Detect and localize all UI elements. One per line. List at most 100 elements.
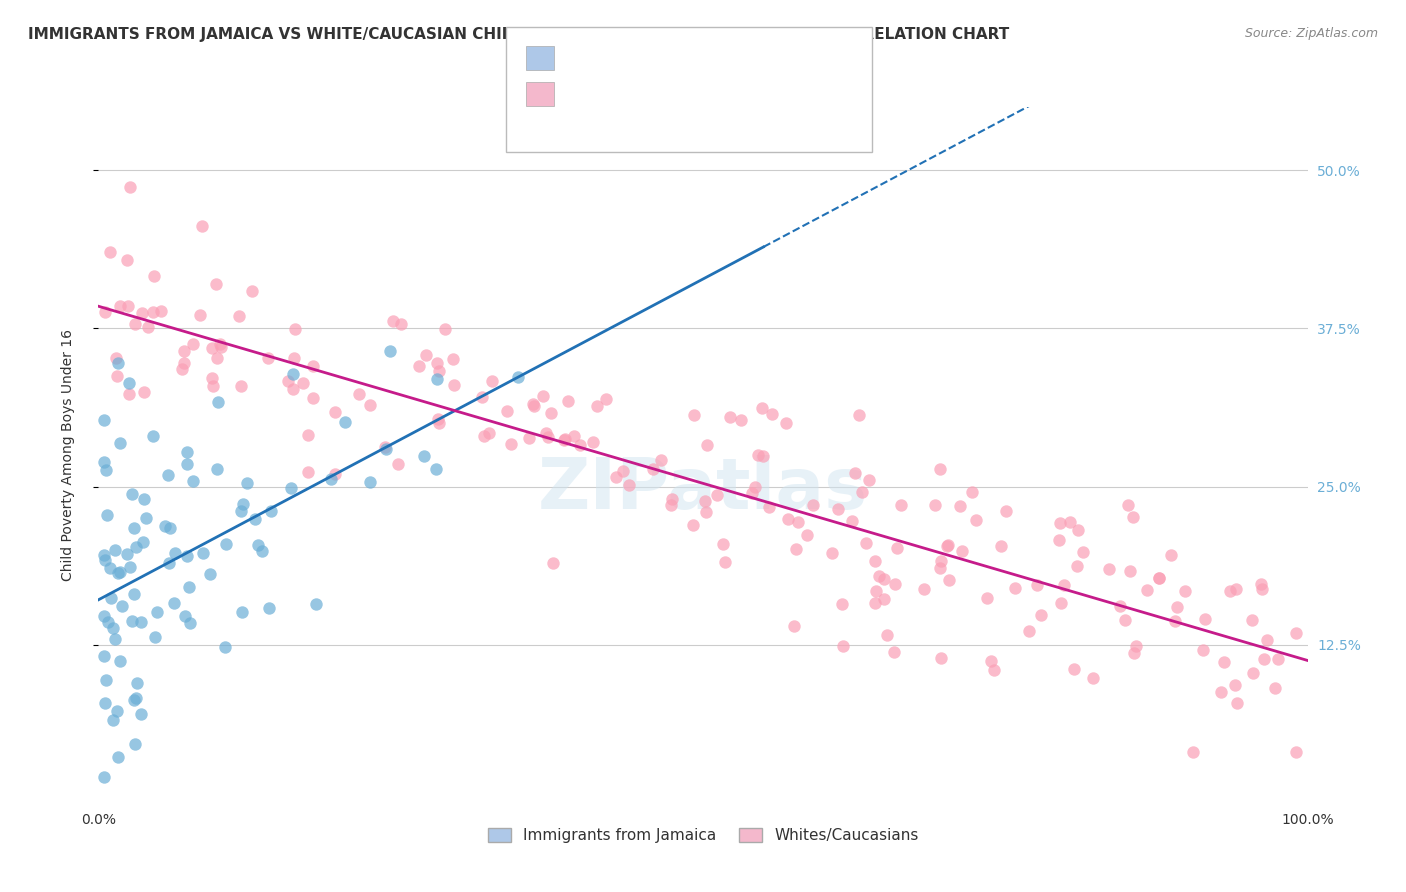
Point xyxy=(995,504,1018,518)
Point xyxy=(912,582,935,596)
Point xyxy=(283,351,305,365)
Point xyxy=(104,543,127,558)
Point xyxy=(1136,583,1159,598)
Point xyxy=(612,464,634,478)
Point xyxy=(929,554,952,568)
Point xyxy=(582,434,605,449)
Point xyxy=(176,445,198,459)
Point xyxy=(110,599,132,614)
Point xyxy=(1122,510,1144,524)
Point xyxy=(305,597,328,611)
Text: Source: ZipAtlas.com: Source: ZipAtlas.com xyxy=(1244,27,1378,40)
Point xyxy=(96,508,118,523)
Point xyxy=(1285,745,1308,759)
Point xyxy=(124,737,146,751)
Point xyxy=(1049,596,1071,610)
Point xyxy=(193,546,215,560)
Point xyxy=(796,528,818,542)
Point xyxy=(107,566,129,580)
Point xyxy=(693,494,716,508)
Point xyxy=(711,537,734,551)
Point xyxy=(595,392,617,407)
Point xyxy=(94,673,117,687)
Point xyxy=(863,554,886,568)
Point xyxy=(124,521,146,535)
Point xyxy=(359,397,381,411)
Point xyxy=(260,504,283,518)
Point xyxy=(120,179,142,194)
Point xyxy=(938,573,960,587)
Point xyxy=(786,515,808,529)
Point xyxy=(284,322,307,336)
Point xyxy=(375,442,398,457)
Point xyxy=(415,348,437,362)
Point xyxy=(215,537,238,551)
Point xyxy=(143,630,166,644)
Point xyxy=(531,389,554,403)
Point xyxy=(481,374,503,388)
Point xyxy=(108,436,131,450)
Point xyxy=(557,394,579,409)
Point xyxy=(143,269,166,284)
Point xyxy=(1149,572,1171,586)
Point xyxy=(890,499,912,513)
Point xyxy=(198,567,221,582)
Point xyxy=(586,399,609,413)
Point xyxy=(433,322,456,336)
Point xyxy=(387,457,409,471)
Point xyxy=(1066,559,1088,574)
Point xyxy=(426,372,449,386)
Y-axis label: Child Poverty Among Boys Under 16: Child Poverty Among Boys Under 16 xyxy=(60,329,75,581)
Point xyxy=(205,351,228,365)
Text: ZIPatlas: ZIPatlas xyxy=(538,455,868,524)
Point xyxy=(188,309,211,323)
Point xyxy=(181,475,204,489)
Point xyxy=(281,382,304,396)
Point xyxy=(121,487,143,501)
Point xyxy=(257,600,280,615)
Point xyxy=(1267,651,1289,665)
Point xyxy=(205,277,228,292)
Point xyxy=(159,521,181,535)
Point xyxy=(93,608,115,623)
Point xyxy=(873,572,896,586)
Point xyxy=(848,409,870,423)
Point xyxy=(256,351,278,365)
Point xyxy=(94,463,117,477)
Point xyxy=(776,512,799,526)
Point xyxy=(983,663,1005,677)
Point xyxy=(696,437,718,451)
Point xyxy=(744,480,766,494)
Point xyxy=(761,407,783,421)
Point xyxy=(301,359,323,374)
Point xyxy=(1125,639,1147,653)
Point xyxy=(93,305,115,319)
Point xyxy=(441,352,464,367)
Point xyxy=(93,648,115,663)
Point xyxy=(1004,581,1026,595)
Point xyxy=(231,606,253,620)
Point xyxy=(929,561,952,575)
Point xyxy=(174,609,197,624)
Point xyxy=(163,546,186,560)
Point xyxy=(1109,599,1132,614)
Point xyxy=(93,771,115,785)
Point xyxy=(228,309,250,323)
Point xyxy=(1114,613,1136,627)
Point xyxy=(173,356,195,370)
Point xyxy=(101,621,124,635)
Point xyxy=(1031,607,1053,622)
Point xyxy=(149,303,172,318)
Point xyxy=(426,411,449,425)
Point xyxy=(179,616,201,631)
Point xyxy=(496,404,519,418)
Point xyxy=(132,384,155,399)
Point xyxy=(641,462,664,476)
Point xyxy=(443,377,465,392)
Point xyxy=(378,343,401,358)
Point xyxy=(382,314,405,328)
Point xyxy=(523,400,546,414)
Point xyxy=(277,374,299,388)
Point xyxy=(1284,625,1306,640)
Point xyxy=(883,645,905,659)
